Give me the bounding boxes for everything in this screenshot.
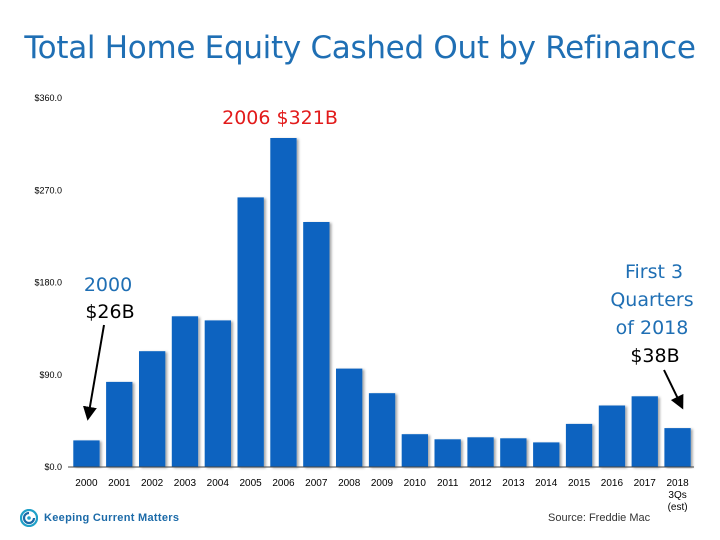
bar xyxy=(73,440,100,467)
x-tick-label: 2007 xyxy=(305,478,328,489)
y-tick-label: $270.0 xyxy=(34,185,62,195)
x-tick-label: 2013 xyxy=(502,478,525,489)
x-tick-label: 2006 xyxy=(272,478,295,489)
annotation-2018-line2: Quarters xyxy=(610,289,693,311)
x-tick-label: 2004 xyxy=(207,478,230,489)
keeping-current-matters-logo-icon xyxy=(20,509,38,527)
y-tick-label: $360.0 xyxy=(34,93,62,103)
bars xyxy=(73,138,691,467)
x-tick-label: (est) xyxy=(668,502,688,513)
x-tick-label: 2016 xyxy=(601,478,624,489)
x-tick-label: 2005 xyxy=(239,478,262,489)
y-axis-ticks: $0.0 $90.0 $180.0 $270.0 $360.0 xyxy=(34,93,62,472)
bar xyxy=(368,393,396,467)
x-tick-label: 2002 xyxy=(141,478,164,489)
bar xyxy=(106,381,133,467)
y-tick-label: $90.0 xyxy=(39,370,62,380)
bar xyxy=(631,396,658,467)
x-tick-label: 2018 xyxy=(666,478,689,489)
bar xyxy=(171,316,199,467)
y-tick-label: $180.0 xyxy=(34,278,62,288)
x-tick-label: 2017 xyxy=(634,478,657,489)
x-axis-ticks: 2000 2001 2002 2003 2004 2005 2006 2007 2008 2009… xyxy=(75,478,689,513)
x-tick-label: 2008 xyxy=(338,478,361,489)
y-tick-label: $0.0 xyxy=(44,462,62,472)
bar xyxy=(303,222,330,467)
x-tick-label: 2012 xyxy=(469,478,492,489)
x-tick-label: 2009 xyxy=(371,478,394,489)
annotation-2018-arrow xyxy=(663,369,684,410)
bar xyxy=(139,351,166,467)
bar xyxy=(533,442,560,467)
x-tick-label: 2001 xyxy=(108,478,131,489)
bar xyxy=(664,428,691,467)
bar xyxy=(270,138,297,467)
x-tick-label: 2000 xyxy=(75,478,98,489)
x-tick-label: 2014 xyxy=(535,478,558,489)
source-note: Source: Freddie Mac xyxy=(548,512,651,524)
bar xyxy=(237,197,264,467)
logo-text: Keeping Current Matters xyxy=(44,512,180,524)
bar xyxy=(336,368,363,467)
bar xyxy=(434,439,461,467)
annotation-2018-line3: of 2018 xyxy=(616,317,689,339)
x-tick-label: 2003 xyxy=(174,478,197,489)
annotation-2018-line1: First 3 xyxy=(625,261,683,283)
x-tick-label: 2015 xyxy=(568,478,591,489)
annotation-2000-value: $26B xyxy=(85,301,134,323)
bar xyxy=(565,423,593,467)
x-tick-label: 3Qs xyxy=(668,490,686,501)
bar xyxy=(204,320,231,467)
annotation-2000-arrow xyxy=(83,324,105,421)
annotation-peak: 2006 $321B xyxy=(222,107,338,129)
logo: Keeping Current Matters xyxy=(20,508,179,528)
x-tick-label: 2010 xyxy=(404,478,427,489)
chart-title: Total Home Equity Cashed Out by Refinanc… xyxy=(24,30,696,66)
bar xyxy=(467,437,494,467)
bar xyxy=(401,434,428,467)
annotation-2018-value: $38B xyxy=(630,345,679,367)
bar xyxy=(500,438,527,467)
x-tick-label: 2011 xyxy=(437,478,459,489)
annotation-2000-year: 2000 xyxy=(84,274,132,296)
bar xyxy=(598,405,626,467)
